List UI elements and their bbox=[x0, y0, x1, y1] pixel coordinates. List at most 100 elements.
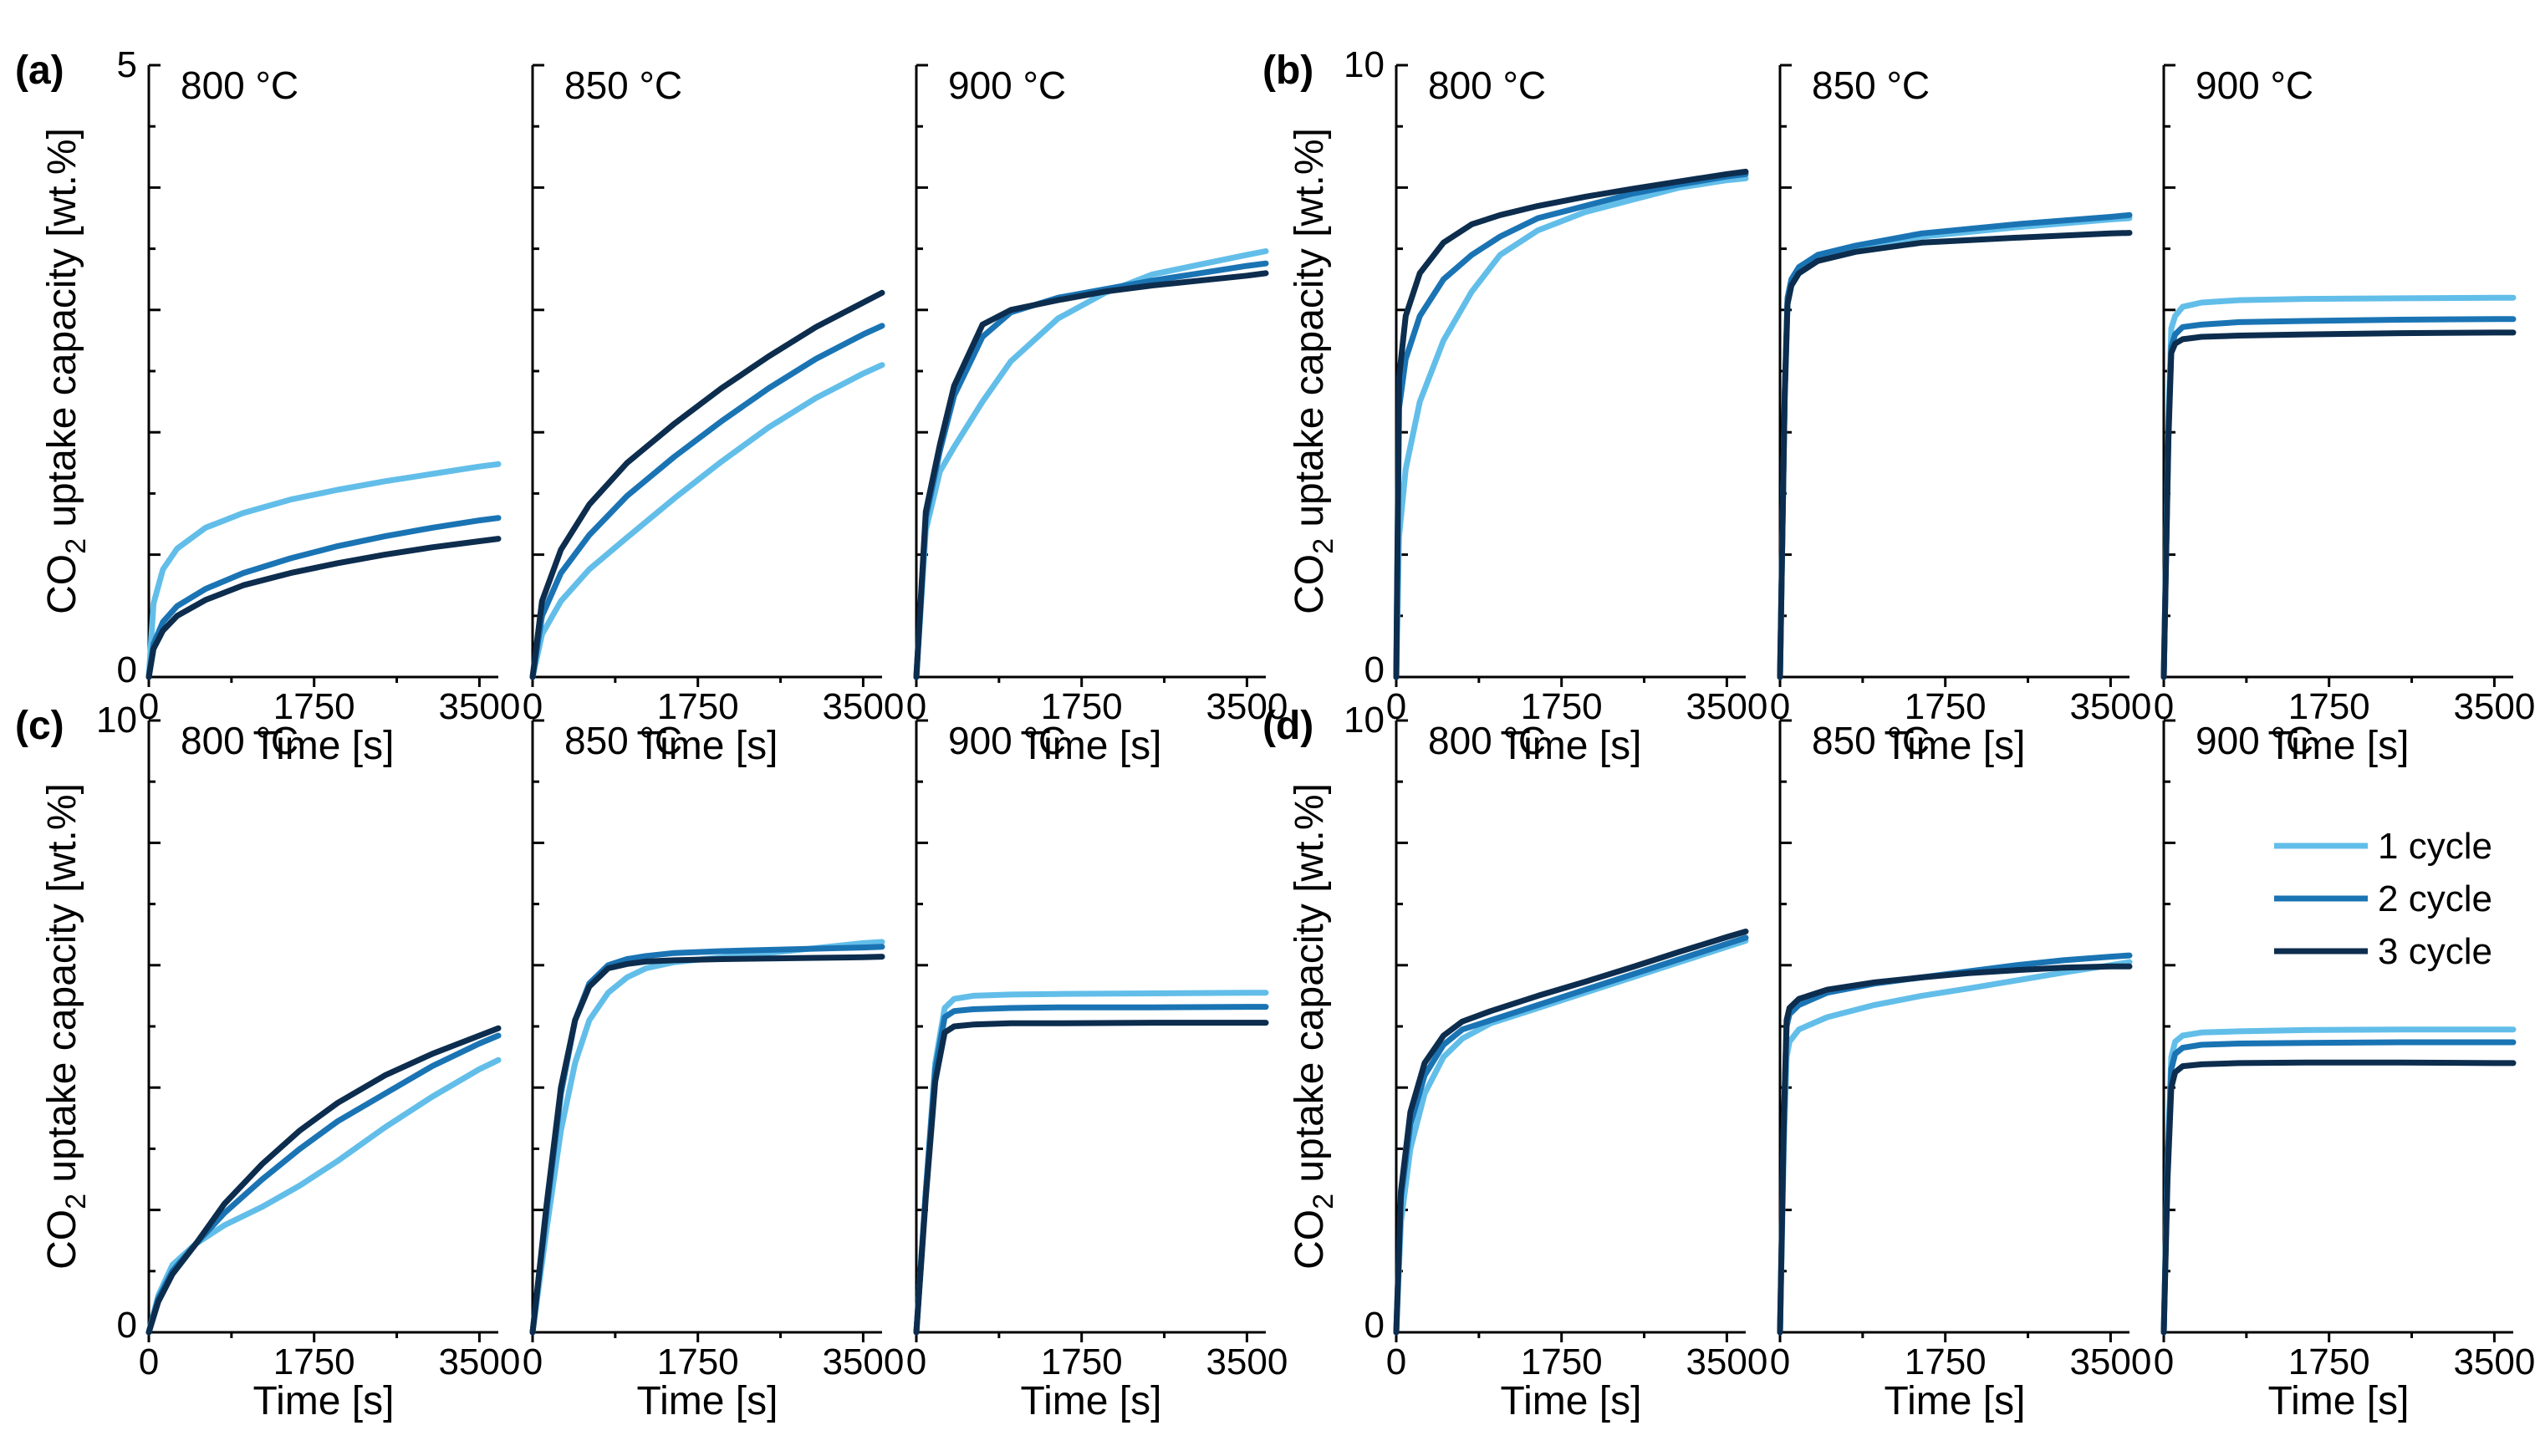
panel-letter: (c) bbox=[15, 704, 64, 748]
series-line-1-cycle bbox=[529, 362, 885, 680]
series-line-3-cycle bbox=[145, 536, 502, 680]
x-tick-label: 1750 bbox=[657, 1341, 739, 1382]
x-tick-label: 3500 bbox=[1206, 686, 1288, 727]
y-axis-title-prefix: CO bbox=[40, 554, 84, 614]
temperature-label: 900 °C bbox=[2196, 64, 2313, 107]
series-line-3-cycle bbox=[1393, 168, 1749, 680]
x-tick-label: 1750 bbox=[1521, 686, 1603, 727]
x-tick-label: 3500 bbox=[1206, 1341, 1288, 1382]
x-tick-label: 3500 bbox=[2453, 1341, 2535, 1382]
y-tick-label: 10 bbox=[96, 700, 137, 741]
x-axis-title: Time [s] bbox=[1021, 1379, 1162, 1423]
x-axis-title: Time [s] bbox=[253, 1379, 395, 1423]
y-tick-label: 5 bbox=[117, 44, 137, 85]
y-axis-title-suffix: uptake capacity [wt.%] bbox=[40, 783, 84, 1194]
temperature-label: 800 °C bbox=[1428, 64, 1546, 107]
x-axis-title: Time [s] bbox=[2268, 1379, 2410, 1423]
x-tick-label: 1750 bbox=[1905, 1341, 1987, 1382]
series-line-1-cycle bbox=[913, 248, 1269, 680]
series-line-1-cycle bbox=[1777, 959, 2133, 1336]
x-tick-label: 1750 bbox=[2288, 686, 2370, 727]
panel-d: (d) CO2 uptake capacity [wt.%] 0 10 0 1750 350… bbox=[1262, 700, 2535, 1423]
series-line-2-cycle bbox=[529, 944, 885, 1336]
x-axis-title: Time [s] bbox=[637, 1379, 778, 1423]
series-line-3-cycle bbox=[1393, 929, 1749, 1336]
x-axis-title: Time [s] bbox=[1021, 724, 1162, 768]
temperature-label: 800 °C bbox=[181, 64, 298, 107]
x-axis-title: Time [s] bbox=[1885, 1379, 2026, 1423]
x-tick-label: 0 bbox=[1386, 1341, 1406, 1382]
series-line-2-cycle bbox=[145, 515, 502, 680]
x-axis-title: Time [s] bbox=[253, 724, 395, 768]
series-line-2-cycle bbox=[1393, 171, 1749, 680]
temperature-label: 900 °C bbox=[2196, 719, 2313, 762]
panel-a: (a)CO2 uptake capacity [wt.%]050 1750 3500… bbox=[15, 44, 1288, 768]
x-tick-label: 3500 bbox=[2453, 686, 2535, 727]
series-line-1-cycle bbox=[1777, 215, 2133, 680]
legend-label: 2 cycle bbox=[2378, 878, 2492, 919]
x-tick-label: 3500 bbox=[1686, 1341, 1767, 1382]
temperature-label: 850 °C bbox=[564, 719, 682, 762]
series-line-3-cycle bbox=[2160, 1059, 2517, 1336]
legend-label: 3 cycle bbox=[2378, 931, 2492, 972]
y-axis-title-suffix: uptake capacity [wt.%] bbox=[1288, 128, 1332, 538]
x-tick-label: 0 bbox=[523, 1341, 543, 1382]
series-line-1-cycle bbox=[145, 461, 502, 680]
x-tick-label: 1750 bbox=[2288, 1341, 2370, 1382]
series-line-2-cycle bbox=[913, 1004, 1269, 1336]
x-tick-label: 3500 bbox=[822, 686, 904, 727]
series-line-1-cycle bbox=[1393, 175, 1749, 680]
y-axis-title-subscript: 2 bbox=[60, 538, 92, 554]
temperature-label: 850 °C bbox=[564, 64, 682, 107]
series-line-3-cycle bbox=[145, 1025, 502, 1336]
series-line-2-cycle bbox=[913, 260, 1269, 680]
x-tick-label: 1750 bbox=[273, 1341, 355, 1382]
subplot-850c: 0 1750 3500 Time [s] 850 °C bbox=[523, 719, 905, 1423]
y-axis-title-prefix: CO bbox=[1288, 554, 1332, 614]
series-line-2-cycle bbox=[2160, 316, 2517, 680]
temperature-label: 800 °C bbox=[1428, 719, 1546, 762]
legend: 1 cycle 2 cycle 3 cycle bbox=[2274, 826, 2492, 972]
x-tick-label: 3500 bbox=[2069, 1341, 2151, 1382]
temperature-label: 900 °C bbox=[948, 719, 1066, 762]
temperature-label: 900 °C bbox=[948, 64, 1066, 107]
y-axis-title-suffix: uptake capacity [wt.%] bbox=[40, 128, 84, 538]
x-tick-label: 3500 bbox=[438, 1341, 520, 1382]
x-tick-label: 1750 bbox=[1521, 1341, 1603, 1382]
panel-letter: (b) bbox=[1262, 48, 1313, 93]
x-tick-label: 0 bbox=[906, 1341, 926, 1382]
y-tick-label: 0 bbox=[1364, 649, 1385, 690]
y-axis-title: CO2 uptake capacity [wt.%] bbox=[1288, 783, 1339, 1270]
series-line-1-cycle bbox=[913, 990, 1269, 1336]
series-line-2-cycle bbox=[529, 323, 885, 680]
series-line-3-cycle bbox=[529, 954, 885, 1336]
y-axis-title-prefix: CO bbox=[1288, 1209, 1332, 1270]
y-axis-title: CO2 uptake capacity [wt.%] bbox=[40, 783, 92, 1270]
series-line-2-cycle bbox=[1777, 211, 2133, 680]
x-tick-label: 3500 bbox=[822, 1341, 904, 1382]
legend-label: 1 cycle bbox=[2378, 826, 2492, 867]
x-tick-label: 1750 bbox=[1905, 686, 1987, 727]
x-axis-title: Time [s] bbox=[1501, 1379, 1642, 1423]
panel-letter: (a) bbox=[15, 48, 64, 93]
y-tick-label: 10 bbox=[1344, 44, 1385, 85]
series-line-3-cycle bbox=[913, 1020, 1269, 1336]
series-line-2-cycle bbox=[145, 1032, 502, 1336]
y-axis-title-subscript: 2 bbox=[1308, 538, 1339, 554]
y-axis-title: CO2 uptake capacity [wt.%] bbox=[40, 128, 92, 614]
x-tick-label: 1750 bbox=[657, 686, 739, 727]
x-tick-label: 0 bbox=[139, 1341, 159, 1382]
series-line-1-cycle bbox=[2160, 294, 2517, 680]
series-line-1-cycle bbox=[2160, 1026, 2517, 1336]
x-axis-title: Time [s] bbox=[1501, 724, 1642, 768]
